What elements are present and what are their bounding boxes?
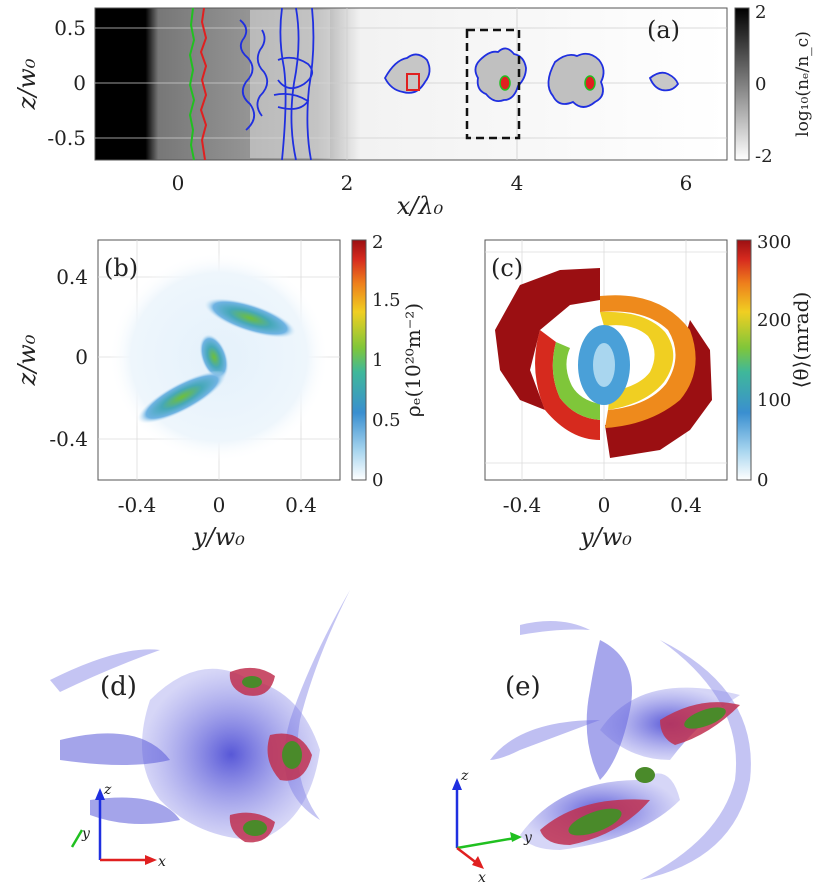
iso-streak-right [284, 590, 350, 820]
panel-b-colorbar-label: ρₑ(10²⁰m⁻²) [401, 303, 425, 417]
panel-b-label: (b) [104, 254, 138, 282]
iso-green-mid-d [282, 741, 302, 769]
blue-contour-group-2 [273, 7, 315, 161]
iso-green-upper-e [684, 707, 726, 729]
bunch-2 [474, 47, 527, 103]
svg-text:-0.4: -0.4 [118, 493, 157, 517]
svg-text:y: y [81, 826, 91, 842]
svg-text:-2: -2 [755, 146, 773, 167]
svg-text:0.4: 0.4 [670, 493, 702, 517]
svg-text:0.4: 0.4 [285, 493, 317, 517]
panel-c: (c) -0.4 0 0.4 y/w₀ 300 200 100 0 ⟨θ⟩(mr… [484, 232, 813, 551]
svg-text:z: z [103, 782, 112, 798]
blue-contour-group-1 [239, 19, 269, 131]
svg-text:x: x [158, 854, 166, 870]
density-lobe-upper [204, 298, 296, 338]
panel-c-colorbar [736, 239, 752, 481]
iso-green-lower-e [568, 808, 622, 836]
svg-text:0: 0 [73, 71, 86, 95]
iso-green-top-d [242, 676, 262, 688]
axes-triad-e: z y x [452, 768, 533, 886]
svg-text:-0.5: -0.5 [47, 126, 86, 150]
svg-text:0.5: 0.5 [54, 16, 86, 40]
iso-tendril-d [60, 733, 180, 824]
svg-text:-0.4: -0.4 [503, 493, 542, 517]
svg-text:2: 2 [372, 232, 383, 253]
angle-core-center [593, 343, 615, 387]
angle-region-outer-left [495, 268, 600, 410]
panel-e-label: (e) [505, 672, 541, 702]
svg-text:1.5: 1.5 [372, 290, 401, 311]
svg-text:6: 6 [680, 171, 693, 195]
svg-text:0: 0 [75, 345, 88, 369]
panel-a-label: (a) [647, 16, 680, 44]
bunch-3 [547, 52, 605, 108]
density-lobe-lower [137, 370, 227, 424]
svg-text:100: 100 [757, 390, 791, 411]
svg-text:0: 0 [372, 470, 383, 491]
svg-text:0.5: 0.5 [372, 410, 401, 431]
iso-body-d [142, 668, 320, 840]
iso-streak-left [50, 649, 160, 692]
panel-c-colorbar-label: ⟨θ⟩(mrad) [789, 292, 813, 389]
svg-text:x: x [478, 870, 486, 886]
axes-triad-d: z y x [70, 782, 166, 870]
green-contour-line [188, 7, 196, 161]
panel-c-xlabel: y/w₀ [579, 523, 632, 551]
iso-green-mid-e [635, 767, 655, 783]
focus-box [465, 28, 521, 140]
panel-a-yticks: 0.5 0 -0.5 [47, 16, 86, 150]
panel-b-colorbar [351, 239, 367, 481]
panel-a: (a) 0.5 0 -0.5 0 2 4 6 x/λ₀ z/w₀ 2 0 -2 … [13, 2, 813, 220]
bunch-4 [648, 71, 680, 92]
panel-c-label: (c) [491, 254, 523, 282]
panel-a-plasma-band [250, 10, 330, 158]
iso-core-e [586, 640, 632, 780]
svg-text:0: 0 [172, 171, 185, 195]
svg-text:z: z [460, 768, 469, 784]
panel-c-grid [485, 240, 727, 480]
panel-e: (e) z y x [452, 621, 751, 886]
iso-arc-top-e [520, 621, 590, 635]
panel-a-xlabel: x/λ₀ [397, 192, 444, 220]
density-lobe-center [199, 334, 229, 380]
panel-b: (b) 0.4 0 -0.4 -0.4 0 0.4 y/w₀ z/w₀ 2 1.… [13, 232, 425, 551]
svg-text:1: 1 [372, 350, 383, 371]
panel-d-label: (d) [100, 672, 137, 702]
panel-d: (d) z y x [50, 590, 350, 870]
svg-text:y: y [523, 830, 533, 846]
svg-text:0.4: 0.4 [56, 265, 88, 289]
svg-text:-0.4: -0.4 [49, 427, 88, 451]
svg-text:4: 4 [511, 171, 524, 195]
panel-a-ylabel: z/w₀ [13, 58, 41, 110]
svg-text:0: 0 [755, 74, 766, 95]
svg-text:2: 2 [755, 2, 766, 23]
svg-text:0: 0 [213, 493, 226, 517]
panel-a-xticks: 0 2 4 6 [172, 171, 693, 195]
panel-b-ylabel: z/w₀ [13, 334, 41, 386]
bunch-1 [383, 53, 431, 94]
iso-arc-left-e [490, 720, 600, 760]
angle-band-green [552, 342, 600, 420]
svg-text:0: 0 [757, 470, 768, 491]
red-contour-line [199, 7, 208, 161]
angle-band-red-left [535, 330, 600, 440]
svg-text:200: 200 [757, 310, 791, 331]
iso-arc-outer-e [640, 640, 751, 880]
panel-a-colorbar-label: log₁₀(nₑ/n_c) [793, 31, 813, 137]
angle-band-yellow [600, 311, 674, 410]
iso-green-bot-d [243, 820, 267, 836]
panel-b-xlabel: y/w₀ [192, 523, 245, 551]
svg-text:0: 0 [598, 493, 611, 517]
svg-text:300: 300 [757, 232, 791, 253]
svg-text:2: 2 [341, 171, 354, 195]
panel-a-colorbar [734, 7, 750, 161]
angle-band-orange [600, 295, 696, 428]
